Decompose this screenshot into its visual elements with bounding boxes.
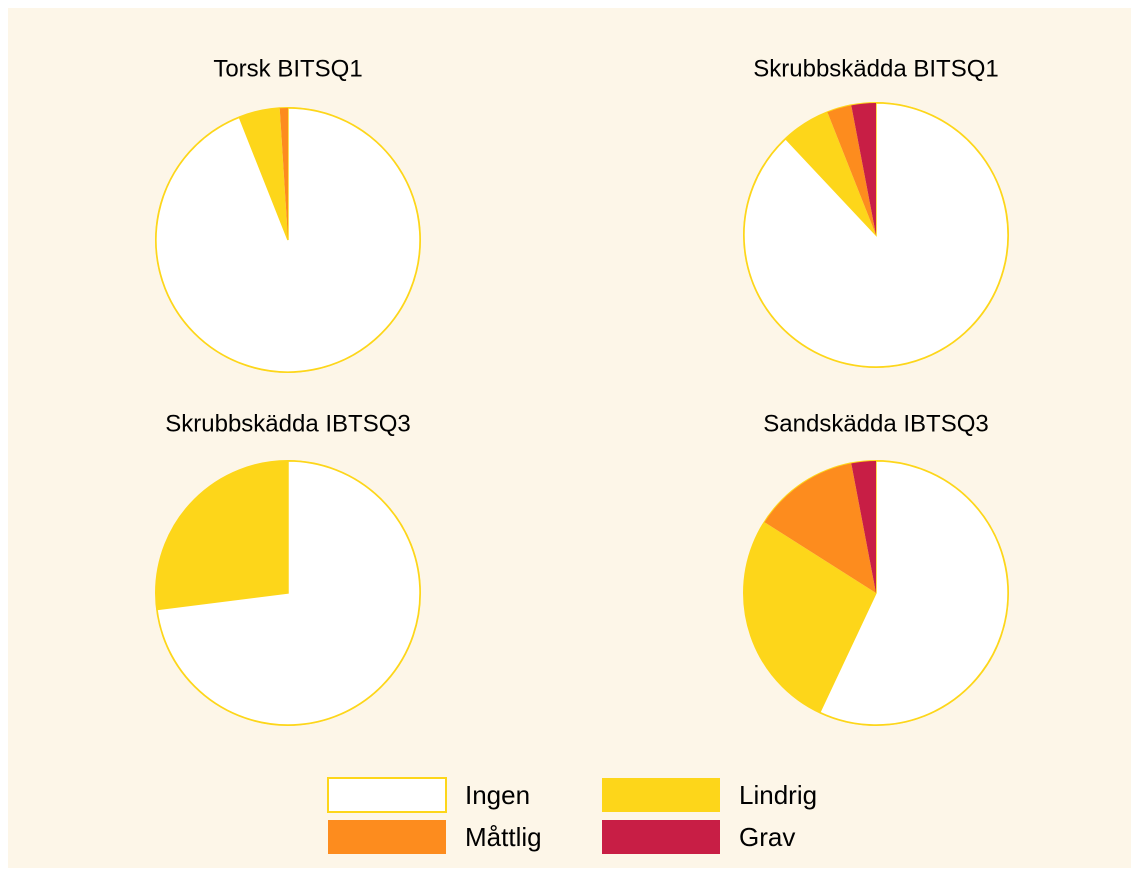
pie-slice bbox=[743, 102, 1009, 368]
pie-slice bbox=[156, 461, 288, 610]
pie-title: Skrubbskädda BITSQ1 bbox=[753, 55, 998, 82]
pie-slice bbox=[785, 112, 876, 235]
legend-label: Måttlig bbox=[465, 822, 542, 852]
pie-slice bbox=[279, 108, 288, 240]
legend-swatch bbox=[602, 778, 720, 812]
legend-label: Grav bbox=[739, 822, 795, 852]
pie-slice bbox=[827, 105, 876, 236]
legend-label: Ingen bbox=[465, 780, 530, 810]
pie-title: Torsk BITSQ1 bbox=[213, 55, 362, 82]
legend-swatch bbox=[602, 820, 720, 854]
pie-title: Sandskädda IBTSQ3 bbox=[763, 410, 988, 437]
legend-swatch bbox=[328, 820, 446, 854]
pie-slice bbox=[155, 107, 421, 373]
pie-slice bbox=[743, 522, 876, 713]
pie-slice bbox=[851, 461, 876, 593]
legend-swatch bbox=[327, 777, 447, 813]
pie-title: Skrubbskädda IBTSQ3 bbox=[165, 410, 410, 437]
pie-slice bbox=[818, 460, 1009, 726]
legend-label: Lindrig bbox=[739, 780, 817, 810]
pie-slice bbox=[851, 103, 876, 235]
pie-slice bbox=[239, 108, 288, 241]
pie-slice bbox=[764, 463, 876, 593]
pie-slice bbox=[156, 460, 421, 726]
